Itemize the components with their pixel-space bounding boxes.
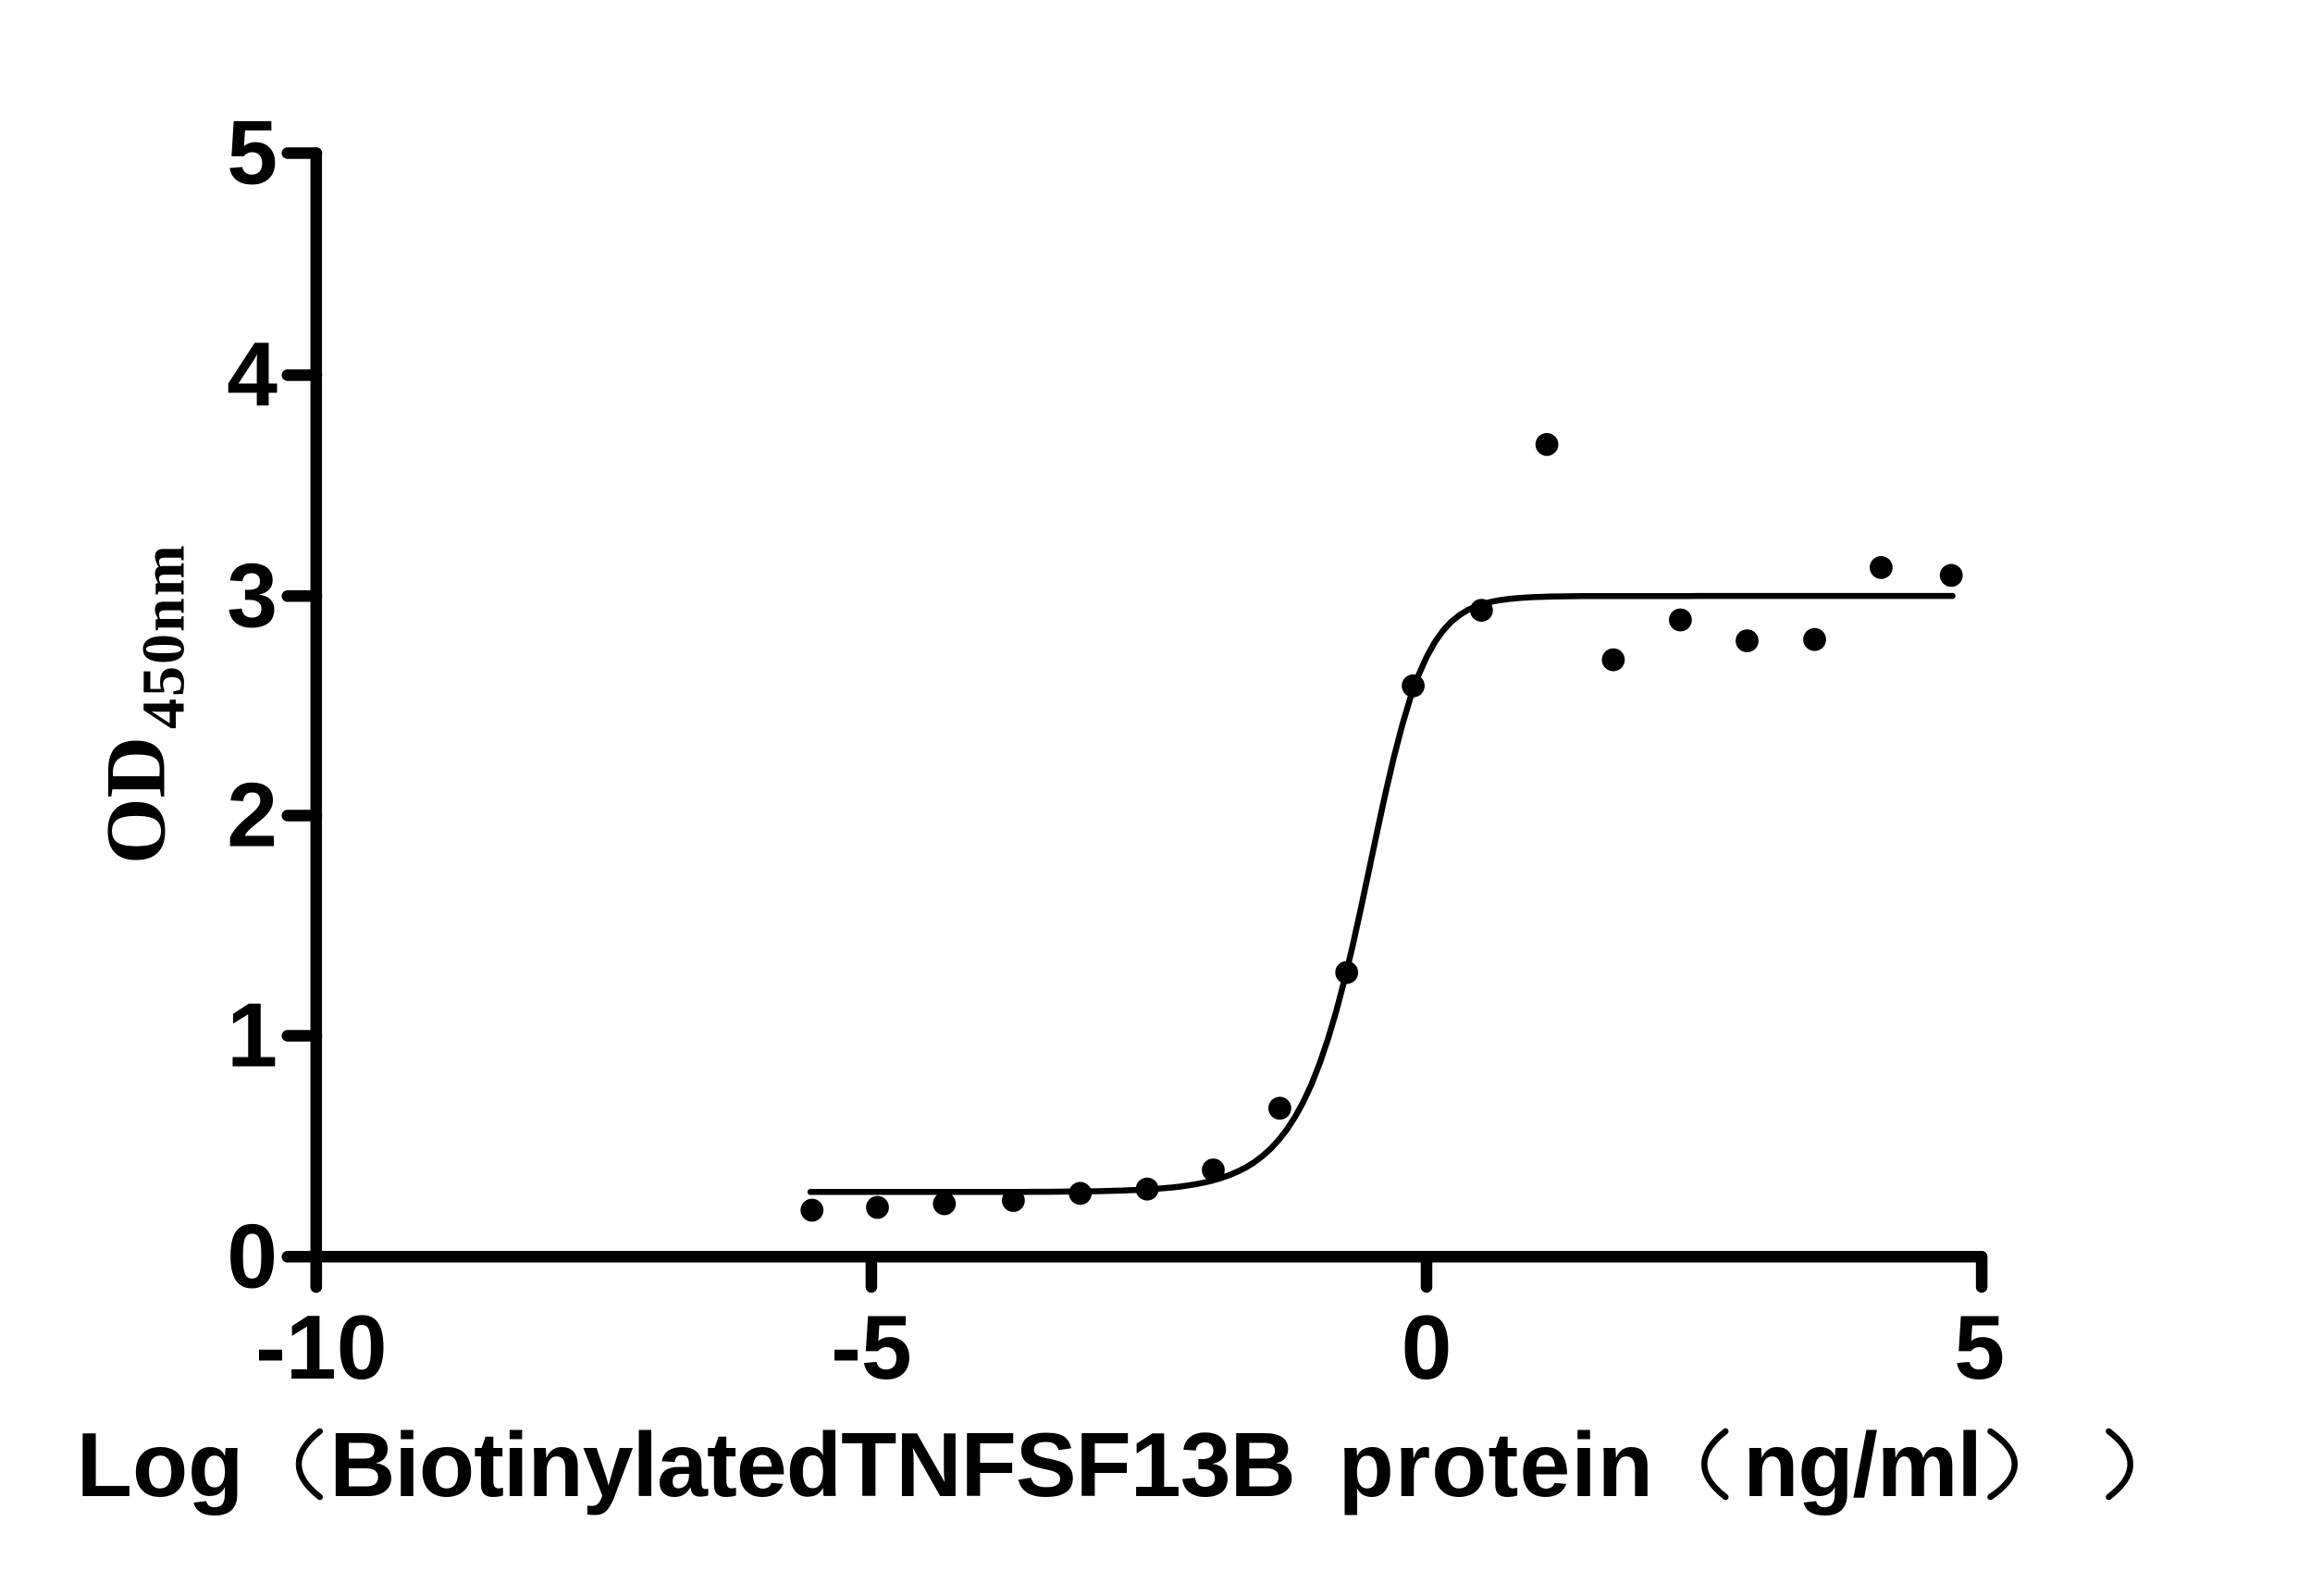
- svg-text:0: 0: [227, 1205, 278, 1306]
- svg-text:Log: Log: [77, 1414, 244, 1516]
- svg-text:5: 5: [227, 102, 278, 204]
- svg-text:protein: protein: [1339, 1414, 1654, 1516]
- svg-text:5: 5: [1954, 1296, 2005, 1398]
- svg-text:0: 0: [1402, 1296, 1452, 1398]
- svg-text:4: 4: [227, 324, 278, 426]
- svg-text:-10: -10: [255, 1296, 387, 1398]
- svg-text:1: 1: [227, 984, 278, 1086]
- svg-text:ng/ml: ng/ml: [1743, 1414, 1982, 1516]
- svg-text:-5: -5: [831, 1296, 912, 1398]
- svg-text:3: 3: [227, 544, 278, 646]
- svg-text:BiotinylatedTNFSF13B: BiotinylatedTNFSF13B: [329, 1414, 1295, 1516]
- svg-text:2: 2: [227, 764, 278, 866]
